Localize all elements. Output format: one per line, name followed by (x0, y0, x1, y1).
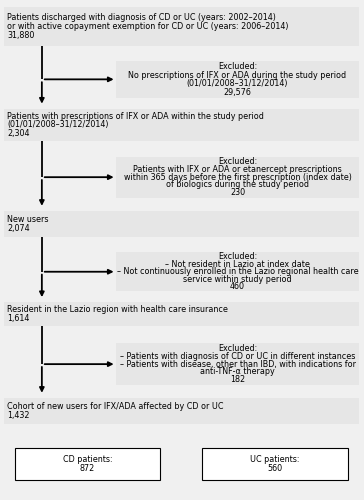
Bar (4, 302, 359, 326)
Bar (116, 252, 359, 292)
Text: Patients discharged with diagnosis of CD or UC (years: 2002–2014): Patients discharged with diagnosis of CD… (7, 14, 276, 22)
Text: Excluded:: Excluded: (218, 252, 257, 262)
Bar (4, 8, 359, 46)
Text: 31,880: 31,880 (7, 30, 35, 40)
Text: Patients with IFX or ADA or etanercept prescriptions: Patients with IFX or ADA or etanercept p… (133, 165, 342, 174)
Text: anti-TNF-α therapy: anti-TNF-α therapy (200, 368, 275, 376)
Text: – Not resident in Lazio at index date: – Not resident in Lazio at index date (165, 260, 310, 269)
Bar (15, 448, 160, 480)
Text: 460: 460 (230, 282, 245, 291)
Text: – Patients with diagnosis of CD or UC in different instances: – Patients with diagnosis of CD or UC in… (120, 352, 355, 361)
Bar (4, 108, 359, 142)
Text: Cohort of new users for IFX/ADA affected by CD or UC: Cohort of new users for IFX/ADA affected… (7, 402, 224, 411)
Bar (202, 448, 348, 480)
Text: service within study period: service within study period (183, 274, 292, 283)
Bar (4, 211, 359, 237)
Text: Excluded:: Excluded: (218, 344, 257, 353)
Text: of biologics during the study period: of biologics during the study period (166, 180, 309, 190)
Text: within 365 days before the first prescription (index date): within 365 days before the first prescri… (123, 172, 352, 182)
Text: 2,304: 2,304 (7, 129, 30, 138)
Text: No prescriptions of IFX or ADA during the study period: No prescriptions of IFX or ADA during th… (128, 70, 347, 80)
Text: Excluded:: Excluded: (218, 62, 257, 71)
Bar (4, 398, 359, 424)
Text: 872: 872 (80, 464, 95, 473)
Text: New users: New users (7, 215, 49, 224)
Text: 1,432: 1,432 (7, 410, 30, 420)
Text: 560: 560 (267, 464, 282, 473)
Text: 182: 182 (230, 375, 245, 384)
Text: UC patients:: UC patients: (250, 456, 300, 464)
Text: 1,614: 1,614 (7, 314, 29, 323)
Text: Patients with prescriptions of IFX or ADA within the study period: Patients with prescriptions of IFX or AD… (7, 112, 264, 121)
Text: – Patients with disease, other than IBD, with indications for: – Patients with disease, other than IBD,… (119, 360, 356, 368)
Text: CD patients:: CD patients: (63, 456, 112, 464)
Text: – Not continuously enrolled in the Lazio regional health care: – Not continuously enrolled in the Lazio… (117, 267, 358, 276)
Text: (01/01/2008–31/12/2014): (01/01/2008–31/12/2014) (187, 79, 288, 88)
Text: Excluded:: Excluded: (218, 157, 257, 166)
Bar (116, 61, 359, 98)
Bar (116, 156, 359, 198)
Text: 230: 230 (230, 188, 245, 198)
Text: or with active copayment exemption for CD or UC (years: 2006–2014): or with active copayment exemption for C… (7, 22, 289, 31)
Text: 29,576: 29,576 (223, 88, 252, 96)
Text: Resident in the Lazio region with health care insurance: Resident in the Lazio region with health… (7, 306, 228, 314)
Text: (01/01/2008–31/12/2014): (01/01/2008–31/12/2014) (7, 120, 109, 130)
Bar (116, 344, 359, 385)
Text: 2,074: 2,074 (7, 224, 30, 233)
